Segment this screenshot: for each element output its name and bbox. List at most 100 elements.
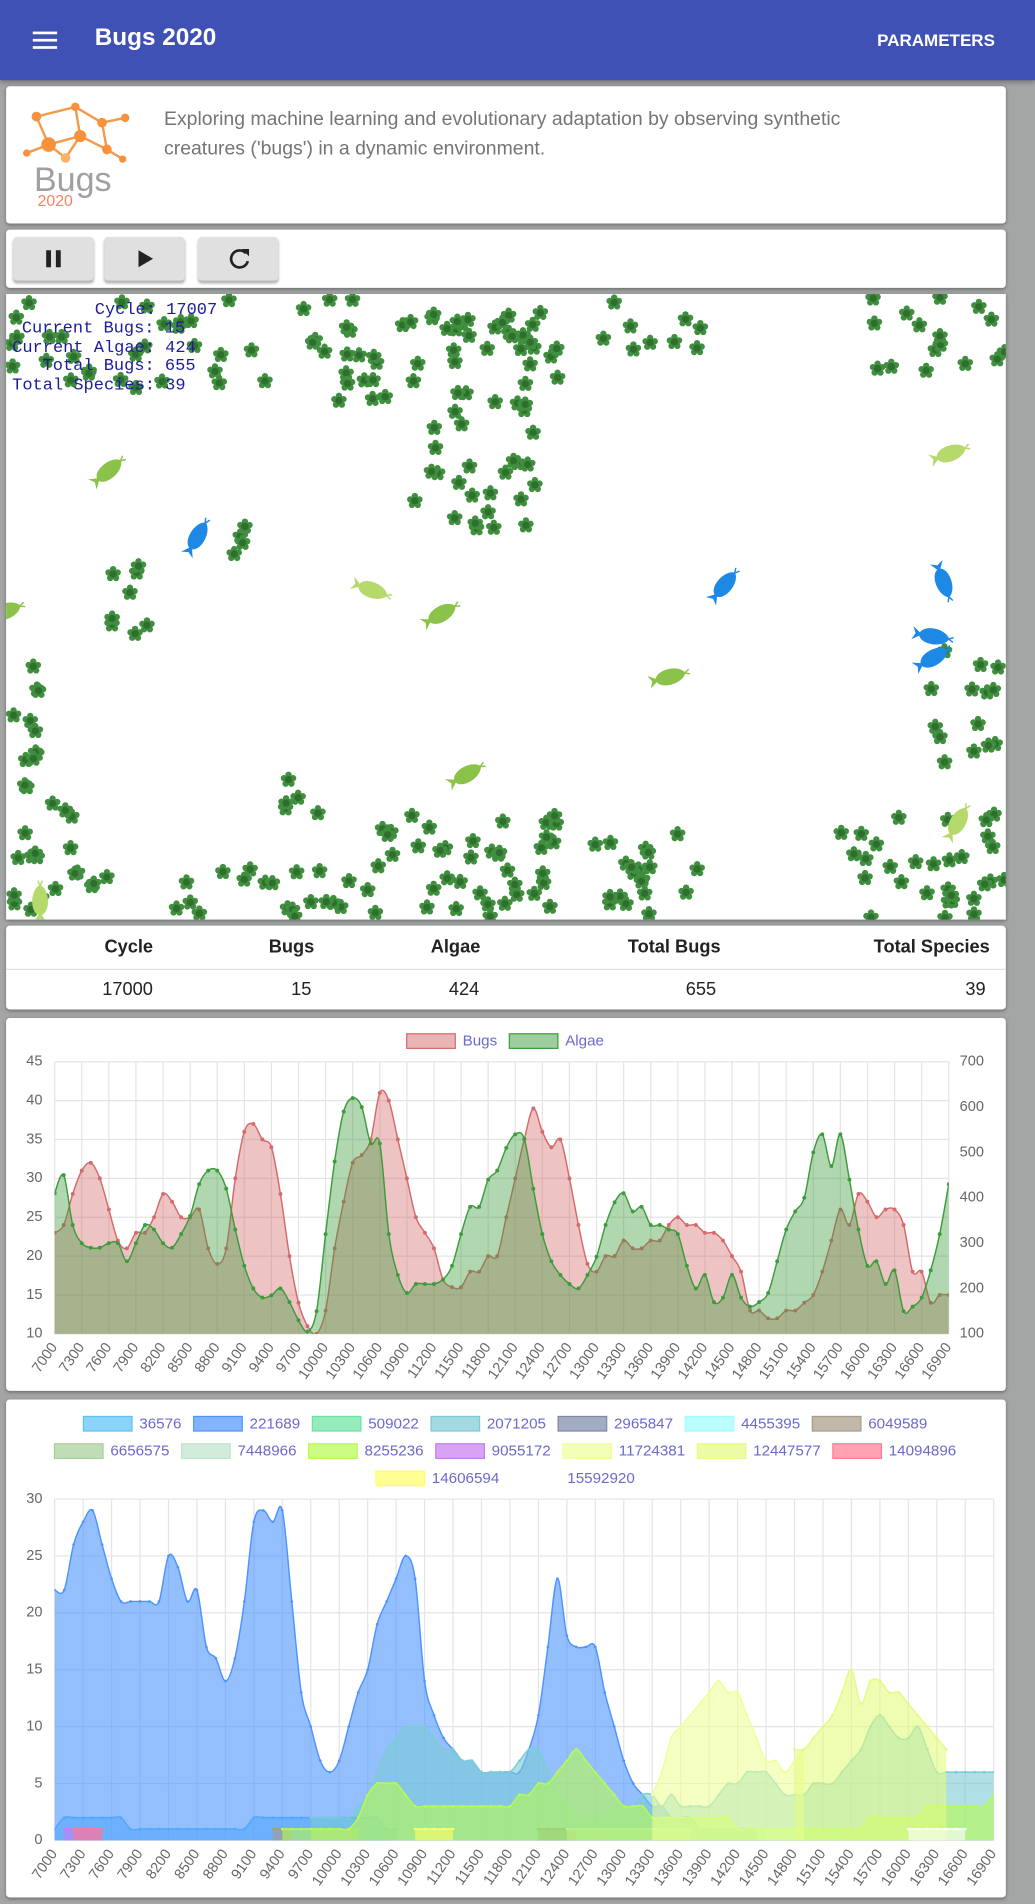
- point: [296, 1318, 301, 1323]
- legend-item: 221689: [193, 1415, 300, 1432]
- area: [54, 1506, 767, 1841]
- point: [593, 1770, 597, 1774]
- point: [143, 1223, 147, 1227]
- stat-value: 655: [686, 979, 716, 999]
- point: [666, 1227, 671, 1232]
- point: [693, 1223, 698, 1227]
- x-tick-label: 11200: [424, 1847, 460, 1888]
- parameters-button[interactable]: PARAMETERS: [877, 30, 995, 50]
- point: [413, 1827, 417, 1831]
- point: [385, 1748, 388, 1751]
- point: [404, 1554, 407, 1558]
- point: [432, 1827, 436, 1831]
- play-button[interactable]: [104, 236, 185, 281]
- legend-label: 7448966: [237, 1443, 296, 1460]
- point: [641, 1793, 645, 1797]
- point: [916, 1827, 920, 1831]
- point: [386, 1098, 391, 1103]
- legend-item: 509022: [311, 1415, 419, 1432]
- point: [935, 1827, 939, 1831]
- point: [648, 1223, 653, 1227]
- point: [925, 1827, 929, 1831]
- point: [973, 1804, 977, 1808]
- x-tick-label: 8800: [192, 1340, 224, 1376]
- point: [675, 1232, 680, 1237]
- point: [489, 1770, 493, 1774]
- point: [318, 1816, 322, 1819]
- area: [282, 1749, 994, 1841]
- point: [347, 1816, 351, 1819]
- point: [186, 1600, 189, 1603]
- point: [657, 1223, 662, 1227]
- point: [179, 1232, 184, 1237]
- point: [821, 1725, 825, 1728]
- menu-button[interactable]: [32, 29, 59, 51]
- point: [305, 1324, 310, 1329]
- point: [650, 1793, 654, 1797]
- point: [366, 1668, 370, 1672]
- point: [271, 1520, 275, 1524]
- point: [558, 1272, 563, 1277]
- legend-item: 15592920: [510, 1470, 635, 1487]
- point: [513, 1176, 518, 1181]
- legend-label: 14094896: [889, 1443, 957, 1460]
- x-tick-label: 8500: [172, 1847, 204, 1883]
- legend-item: 36576: [82, 1415, 182, 1432]
- y-tick-label: 0: [34, 1832, 42, 1848]
- pause-button[interactable]: [13, 236, 94, 281]
- legend-item: 12447577: [696, 1443, 821, 1460]
- point: [271, 1827, 275, 1831]
- point: [585, 1261, 590, 1266]
- legend-swatch: [308, 1443, 358, 1459]
- y2-tick-label: 500: [960, 1144, 984, 1160]
- reset-button[interactable]: [198, 236, 279, 281]
- point: [480, 1770, 483, 1774]
- area: [54, 1090, 949, 1334]
- point: [531, 1186, 536, 1191]
- stat-value: 17000: [102, 979, 153, 999]
- point: [811, 1150, 816, 1155]
- point: [450, 1263, 454, 1268]
- point: [906, 1702, 910, 1706]
- point: [992, 1770, 994, 1774]
- point: [97, 1245, 102, 1250]
- point: [888, 1691, 891, 1694]
- y-tick-label: 35: [26, 1131, 42, 1147]
- point: [242, 1129, 247, 1134]
- app-bar: Bugs 2020 PARAMETERS: [0, 0, 1035, 81]
- y2-tick-label: 300: [960, 1235, 984, 1251]
- stat-header: Cycle: [104, 936, 153, 956]
- point: [404, 1176, 409, 1181]
- point: [423, 1804, 426, 1808]
- legend-swatch: [53, 1443, 104, 1459]
- point: [299, 1827, 303, 1831]
- legend-item: 2965847: [557, 1415, 673, 1432]
- point: [820, 1132, 825, 1137]
- legend-item: 8255236: [308, 1443, 424, 1460]
- point: [739, 1269, 743, 1274]
- point: [755, 1736, 758, 1740]
- point: [206, 1246, 211, 1251]
- point: [233, 1657, 237, 1660]
- point: [489, 1804, 493, 1808]
- point: [375, 1782, 379, 1785]
- point: [442, 1827, 445, 1831]
- point: [442, 1736, 445, 1740]
- point: [739, 1295, 743, 1300]
- legend-swatch: [193, 1415, 243, 1432]
- point: [745, 1713, 749, 1717]
- legend-item: Bugs: [406, 1033, 498, 1050]
- point: [395, 1137, 400, 1142]
- point: [603, 1254, 608, 1259]
- point: [251, 1286, 256, 1291]
- point: [70, 1223, 75, 1227]
- point: [878, 1679, 882, 1683]
- point: [314, 1331, 319, 1334]
- point: [621, 1191, 626, 1196]
- x-tick-label: 7900: [115, 1847, 147, 1883]
- point: [341, 1109, 346, 1114]
- legend-label: 15592920: [567, 1470, 635, 1487]
- point: [748, 1304, 753, 1309]
- overlay-line: Current Algae: 424: [12, 339, 196, 358]
- point: [148, 1600, 151, 1603]
